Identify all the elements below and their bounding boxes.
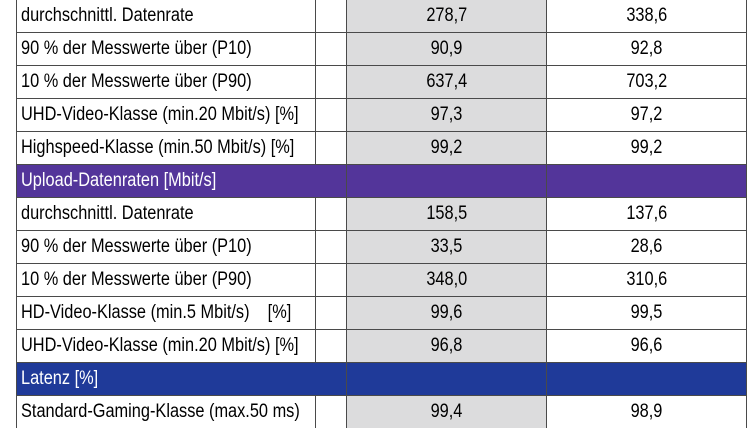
row-label: 90 % der Messwerte über (P10) [21, 236, 252, 257]
table-row: UHD-Video-Klasse (min.20 Mbit/s) [%] 97,… [17, 98, 746, 131]
value-cell-1: 158,5 [346, 198, 546, 230]
value-cell-2: 310,6 [546, 264, 746, 296]
value-cell-1: 33,5 [346, 231, 546, 263]
value-cell-2: 99,5 [546, 297, 746, 329]
table-row: durchschnittl. Datenrate 278,7 338,6 [17, 0, 746, 32]
value-cell-1: 278,7 [346, 0, 546, 32]
value-cell-2 [546, 363, 746, 395]
spacer-cell [315, 264, 346, 296]
row-label: durchschnittl. Datenrate [21, 203, 194, 224]
value-cell-2 [546, 165, 746, 197]
value-cell-2: 137,6 [546, 198, 746, 230]
table-row: 90 % der Messwerte über (P10) 90,9 92,8 [17, 32, 746, 65]
spacer-cell [315, 297, 346, 329]
value-cell-1 [346, 363, 546, 395]
table-row: 10 % der Messwerte über (P90) 637,4 703,… [17, 65, 746, 98]
row-label: 10 % der Messwerte über (P90) [21, 269, 252, 290]
section-header-upload: Upload-Datenraten [Mbit/s] [17, 164, 746, 197]
row-label: durchschnittl. Datenrate [21, 5, 194, 26]
table-row: HD-Video-Klasse (min.5 Mbit/s) [%] 99,6 … [17, 296, 746, 329]
value-cell-2: 28,6 [546, 231, 746, 263]
row-label: 10 % der Messwerte über (P90) [21, 71, 252, 92]
value-cell-1: 96,8 [346, 330, 546, 362]
value-cell-1: 99,4 [346, 396, 546, 428]
table-row: 10 % der Messwerte über (P90) 348,0 310,… [17, 263, 746, 296]
section-header-latenz: Latenz [%] [17, 362, 746, 395]
spacer-cell [315, 330, 346, 362]
value-cell-1 [346, 165, 546, 197]
spacer-cell [315, 363, 346, 395]
value-cell-2: 92,8 [546, 33, 746, 65]
spacer-cell [315, 231, 346, 263]
spacer-cell [315, 165, 346, 197]
row-label: HD-Video-Klasse (min.5 Mbit/s) [%] [21, 302, 292, 323]
table-row: durchschnittl. Datenrate 158,5 137,6 [17, 197, 746, 230]
spacer-cell [315, 0, 346, 32]
table-row: 90 % der Messwerte über (P10) 33,5 28,6 [17, 230, 746, 263]
row-label: UHD-Video-Klasse (min.20 Mbit/s) [%] [21, 104, 299, 125]
row-label: UHD-Video-Klasse (min.20 Mbit/s) [%] [21, 335, 299, 356]
spacer-cell [315, 132, 346, 164]
value-cell-1: 90,9 [346, 33, 546, 65]
row-label: Standard-Gaming-Klasse (max.50 ms) [21, 401, 300, 422]
value-cell-1: 637,4 [346, 66, 546, 98]
value-cell-2: 703,2 [546, 66, 746, 98]
spacer-cell [315, 33, 346, 65]
row-label: 90 % der Messwerte über (P10) [21, 38, 252, 59]
value-cell-2: 97,2 [546, 99, 746, 131]
value-cell-1: 99,2 [346, 132, 546, 164]
value-cell-1: 348,0 [346, 264, 546, 296]
value-cell-2: 98,9 [546, 396, 746, 428]
spacer-cell [315, 198, 346, 230]
spacer-cell [315, 396, 346, 428]
spacer-cell [315, 66, 346, 98]
value-cell-2: 338,6 [546, 0, 746, 32]
value-cell-2: 99,2 [546, 132, 746, 164]
results-table: durchschnittl. Datenrate 278,7 338,6 90 … [16, 0, 747, 428]
table-row: Standard-Gaming-Klasse (max.50 ms) 99,4 … [17, 395, 746, 428]
section-title: Upload-Datenraten [Mbit/s] [17, 165, 315, 197]
table-row: UHD-Video-Klasse (min.20 Mbit/s) [%] 96,… [17, 329, 746, 362]
row-label: Highspeed-Klasse (min.50 Mbit/s) [%] [21, 137, 295, 158]
value-cell-1: 97,3 [346, 99, 546, 131]
value-cell-1: 99,6 [346, 297, 546, 329]
value-cell-2: 96,6 [546, 330, 746, 362]
table-row: Highspeed-Klasse (min.50 Mbit/s) [%] 99,… [17, 131, 746, 164]
spacer-cell [315, 99, 346, 131]
section-title: Latenz [%] [17, 363, 315, 395]
